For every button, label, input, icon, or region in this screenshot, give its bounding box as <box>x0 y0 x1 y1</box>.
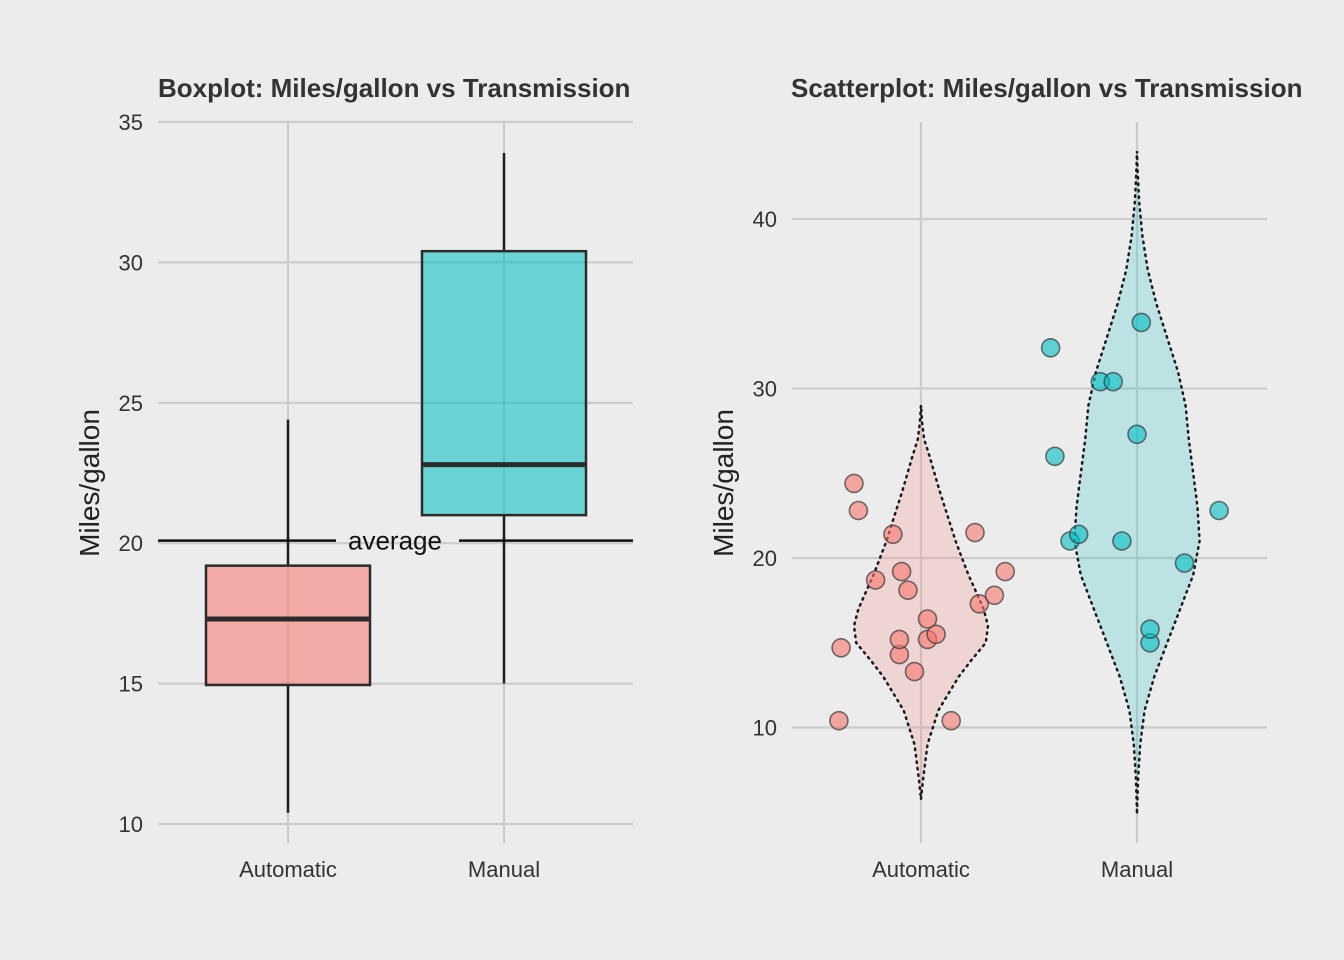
scatterplot-y-axis-label: Miles/gallon <box>708 409 739 557</box>
boxplot-panel: average 10 15 20 25 30 35 Automatic Manual Box… <box>74 73 633 882</box>
scatter-point-automatic-7 <box>926 624 946 645</box>
scatter-point-manual-26 <box>1045 446 1065 467</box>
scatter-point-automatic-8 <box>917 609 938 629</box>
scatter-point-manual-30 <box>1040 337 1061 358</box>
boxplot-box-automatic <box>204 564 372 687</box>
scatterplot-points <box>829 312 1229 731</box>
scatter-point-automatic-0 <box>829 710 849 731</box>
violin-manual <box>1073 151 1201 813</box>
boxplot-marks: average <box>158 152 633 813</box>
boxplot-y-axis-label: Miles/gallon <box>74 409 105 557</box>
scatterplot-x-tick-manual: Manual <box>1101 857 1173 882</box>
scatterplot-x-tick-automatic: Automatic <box>872 857 970 882</box>
scatter-point-automatic-16 <box>965 522 985 543</box>
boxplot-y-tick-20: 20 <box>119 531 143 556</box>
scatter-point-automatic-13 <box>891 561 912 582</box>
boxplot-x-tick-automatic: Automatic <box>239 857 337 882</box>
scatter-point-automatic-10 <box>984 585 1005 606</box>
scatter-point-automatic-11 <box>898 580 918 601</box>
boxplot-x-tick-labels: Automatic Manual <box>239 857 540 882</box>
scatter-point-automatic-5 <box>889 629 910 650</box>
boxplot-title: Boxplot: Miles/gallon vs Transmission <box>158 73 630 103</box>
scatter-point-automatic-12 <box>865 570 886 590</box>
scatterplot-y-tick-labels: 10 20 30 40 <box>753 207 777 741</box>
scatter-point-manual-20 <box>1140 619 1160 640</box>
boxplot-y-tick-30: 30 <box>119 250 143 275</box>
scatter-point-automatic-1 <box>941 710 962 731</box>
scatterplot-gridlines <box>792 122 1267 843</box>
scatter-point-manual-29 <box>1103 371 1123 392</box>
scatterplot-y-tick-40: 40 <box>753 207 777 232</box>
scatter-point-automatic-18 <box>844 473 864 494</box>
scatter-point-automatic-2 <box>904 661 925 682</box>
scatter-point-manual-21 <box>1174 553 1195 573</box>
scatterplot-y-tick-20: 20 <box>753 546 777 571</box>
scatterplot-violins <box>852 151 1201 813</box>
scatter-point-automatic-14 <box>995 561 1016 582</box>
scatterplot-x-tick-labels: Automatic Manual <box>872 857 1173 882</box>
violin-automatic <box>852 405 990 799</box>
scatterplot-y-tick-10: 10 <box>753 716 777 741</box>
scatter-point-manual-24 <box>1068 524 1089 545</box>
scatter-point-automatic-4 <box>831 637 851 658</box>
scatter-point-manual-25 <box>1209 500 1229 521</box>
boxplot-y-tick-labels: 10 15 20 25 30 35 <box>119 110 143 837</box>
scatterplot-title: Scatterplot: Miles/gallon vs Transmissio… <box>791 73 1302 103</box>
scatter-point-automatic-15 <box>883 524 903 545</box>
boxplot-x-tick-manual: Manual <box>468 857 540 882</box>
boxplot-box-manual <box>420 249 588 517</box>
boxplot-y-tick-25: 25 <box>119 391 143 416</box>
scatter-point-manual-27 <box>1127 424 1147 445</box>
scatter-point-manual-31 <box>1131 312 1152 333</box>
boxplot-y-tick-15: 15 <box>119 672 143 697</box>
scatter-point-automatic-9 <box>969 593 990 614</box>
scatterplot-y-tick-30: 30 <box>753 377 777 402</box>
boxplot-y-tick-35: 35 <box>119 110 143 135</box>
scatter-point-automatic-17 <box>848 500 869 521</box>
average-label: average <box>348 526 442 556</box>
boxplot-y-tick-10: 10 <box>119 812 143 837</box>
scatter-point-manual-23 <box>1112 531 1132 551</box>
scatterplot-panel: 10 20 30 40 Automatic Manual Scatterplot: Mi… <box>708 73 1302 882</box>
